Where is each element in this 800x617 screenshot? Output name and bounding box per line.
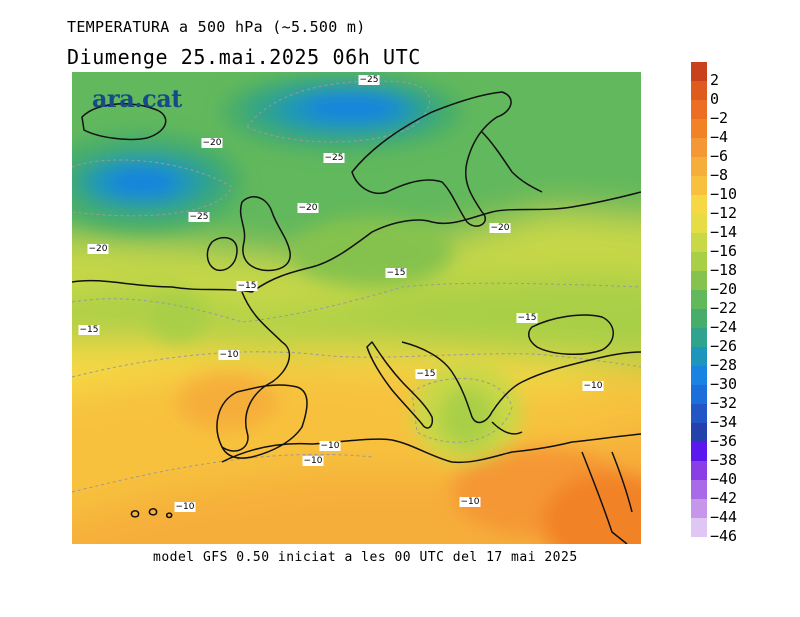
contour-label: −10 [319,441,341,451]
legend-label: 0 [710,90,720,109]
legend-swatch [691,100,707,119]
legend-swatch [691,119,707,138]
map-svg [72,72,641,544]
legend-swatch [691,157,707,176]
legend-label: −26 [710,337,738,356]
legend-label: −4 [710,128,729,147]
legend-swatch [691,271,707,290]
legend-label: −14 [710,223,738,242]
legend-swatch [691,138,707,157]
contour-label: −10 [302,456,324,466]
contour-label: −10 [459,497,481,507]
contour-label: −25 [188,212,210,222]
color-legend [691,62,707,537]
legend-label: −30 [710,375,738,394]
legend-swatch [691,518,707,537]
contour-lines [72,80,641,493]
contour-label: −10 [582,381,604,391]
contour-label: −10 [174,502,196,512]
legend-label: −42 [710,489,738,508]
chart-title: TEMPERATURA a 500 hPa (~5.500 m) [67,18,366,36]
legend-swatch [691,233,707,252]
legend-swatch [691,461,707,480]
legend-label: −18 [710,261,738,280]
legend-label: −6 [710,147,729,166]
legend-swatch [691,385,707,404]
legend-label: −28 [710,356,738,375]
contour-label: −15 [516,313,538,323]
legend-label: −24 [710,318,738,337]
legend-swatch [691,176,707,195]
legend-label: −10 [710,185,738,204]
contour-label: −25 [323,153,345,163]
legend-swatch [691,62,707,81]
legend-swatch [691,309,707,328]
legend-label: −32 [710,394,738,413]
contour-label: −20 [297,203,319,213]
legend-swatch [691,252,707,271]
legend-swatch [691,290,707,309]
legend-label: −20 [710,280,738,299]
legend-label: −34 [710,413,738,432]
chart-datetime: Diumenge 25.mai.2025 06h UTC [67,45,421,69]
legend-swatch [691,423,707,442]
legend-label: −44 [710,508,738,527]
legend-label: −36 [710,432,738,451]
legend-swatch [691,404,707,423]
legend-swatch [691,328,707,347]
legend-label: −46 [710,527,738,546]
legend-swatch [691,214,707,233]
contour-label: −20 [489,223,511,233]
legend-swatch [691,347,707,366]
legend-label: −2 [710,109,729,128]
legend-swatch [691,442,707,461]
contour-label: −25 [358,75,380,85]
legend-label: 2 [710,71,720,90]
contour-label: −10 [218,350,240,360]
legend-swatch [691,81,707,100]
temperature-map [72,72,641,544]
contour-label: −15 [78,325,100,335]
legend-swatch [691,499,707,518]
model-info: model GFS 0.50 iniciat a les 00 UTC del … [153,550,578,565]
contour-label: −15 [236,281,258,291]
coastlines [72,91,641,544]
contour-label: −20 [201,138,223,148]
legend-label: −16 [710,242,738,261]
legend-swatch [691,195,707,214]
logo: ara.cat [92,84,182,113]
legend-swatch [691,480,707,499]
legend-label: −22 [710,299,738,318]
legend-label: −40 [710,470,738,489]
legend-label: −38 [710,451,738,470]
contour-label: −15 [385,268,407,278]
contour-label: −15 [415,369,437,379]
temperature-detail [72,72,641,544]
contour-label: −20 [87,244,109,254]
legend-swatch [691,366,707,385]
legend-label: −12 [710,204,738,223]
legend-label: −8 [710,166,729,185]
